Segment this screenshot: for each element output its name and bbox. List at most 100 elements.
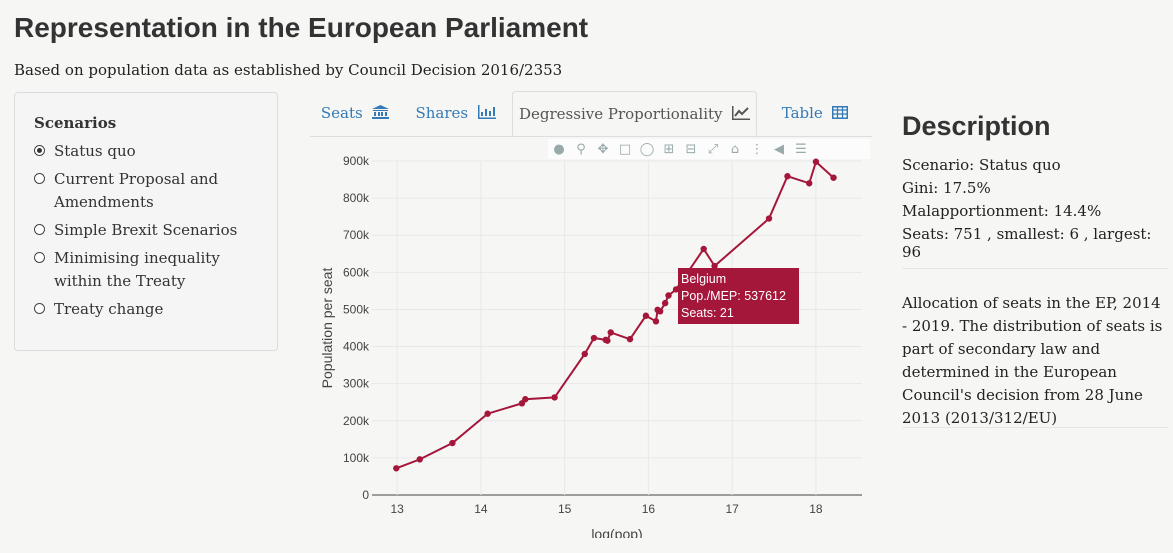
x-tick-label: 17 bbox=[725, 502, 739, 516]
zoom-icon[interactable]: ⚲ bbox=[576, 141, 586, 157]
camera-icon[interactable]: ● bbox=[553, 141, 565, 157]
data-point bbox=[626, 335, 634, 343]
data-point bbox=[642, 312, 650, 319]
data-point bbox=[607, 329, 614, 336]
data-point bbox=[590, 334, 598, 342]
reset-axes-icon[interactable]: ⌂ bbox=[730, 141, 740, 157]
y-tick-label: 300k bbox=[343, 377, 370, 391]
malapportionment-text: Malapportionment: 14.4% bbox=[902, 202, 1102, 220]
y-tick-label: 500k bbox=[343, 302, 370, 316]
y-tick-label: 700k bbox=[343, 228, 370, 242]
tab-label: Shares bbox=[415, 104, 469, 122]
data-point bbox=[652, 318, 660, 325]
radio-button[interactable] bbox=[34, 252, 45, 263]
data-point bbox=[806, 180, 813, 187]
data-point bbox=[812, 158, 820, 165]
radio-label: Status quo bbox=[54, 142, 136, 160]
data-point bbox=[449, 439, 456, 447]
scenario-heading: Scenarios bbox=[34, 114, 117, 132]
tooltip-population-per-mep: Pop./MEP: 537612 bbox=[681, 289, 786, 303]
tab-degressive-proportionality[interactable]: Degressive Proportionality bbox=[512, 91, 757, 136]
gini-text: Gini: 17.5% bbox=[902, 179, 991, 197]
scenario-panel: Scenarios Status quo Current Proposal an… bbox=[14, 92, 278, 351]
hover-closest-icon[interactable]: ◀ bbox=[774, 141, 784, 157]
autoscale-icon[interactable]: ⤢ bbox=[707, 141, 719, 157]
radio-label: Current Proposal and Amendments bbox=[54, 170, 219, 211]
seats-text: Seats: 751 , smallest: 6 , largest: 96 bbox=[902, 225, 1152, 261]
hover-tooltip: Belgium Pop./MEP: 537612 Seats: 21 bbox=[678, 268, 799, 324]
y-tick-label: 800k bbox=[343, 191, 370, 205]
radio-selected-dot bbox=[37, 148, 42, 153]
degressive-proportionality-chart[interactable]: 0 100k 200k 300k 400k 500k 600k 700k 800k 900k 13 1… bbox=[310, 138, 872, 538]
divider bbox=[902, 268, 1168, 269]
page-subtitle: Based on population data as established … bbox=[14, 61, 563, 79]
data-point bbox=[656, 308, 664, 315]
box-select-icon[interactable]: □ bbox=[618, 141, 632, 157]
x-tick-label: 13 bbox=[390, 502, 404, 516]
radio-label: Treaty change bbox=[54, 300, 164, 318]
tab-label: Seats bbox=[320, 104, 363, 122]
y-tick-label: 600k bbox=[343, 265, 370, 279]
table-icon bbox=[828, 106, 849, 122]
radio-status-quo[interactable]: Status quo bbox=[34, 140, 272, 163]
y-axis-title: Population per seat bbox=[319, 268, 335, 389]
data-point bbox=[700, 245, 707, 253]
spike-lines-icon[interactable]: ⋮ bbox=[750, 141, 764, 157]
data-point bbox=[665, 292, 672, 299]
data-point bbox=[830, 174, 837, 181]
radio-label: Minimising inequality within the Treaty bbox=[54, 249, 220, 290]
pan-icon[interactable]: ✥ bbox=[597, 141, 609, 157]
tab-table[interactable]: Table bbox=[765, 91, 865, 135]
y-tick-label: 0 bbox=[362, 488, 369, 502]
hover-compare-icon[interactable]: ☰ bbox=[795, 141, 807, 157]
data-point bbox=[672, 286, 680, 293]
description-paragraph: Allocation of seats in the EP, 2014 - 20… bbox=[902, 294, 1163, 427]
description-title: Description bbox=[902, 111, 1051, 141]
radio-minimising-inequality[interactable]: Minimising inequality within the Treaty bbox=[34, 247, 272, 293]
data-point bbox=[551, 394, 558, 401]
lasso-select-icon[interactable]: ◯ bbox=[639, 141, 655, 157]
divider bbox=[902, 427, 1168, 428]
zoom-in-icon[interactable]: ⊞ bbox=[663, 141, 675, 157]
bar-chart-icon bbox=[473, 105, 496, 122]
y-tick-label: 100k bbox=[343, 451, 370, 465]
tab-bar: Seats Shares Degressive Proportionality … bbox=[310, 91, 872, 137]
line-chart-icon bbox=[728, 106, 750, 123]
radio-button[interactable] bbox=[34, 145, 45, 156]
data-point bbox=[711, 262, 718, 270]
x-tick-label: 15 bbox=[558, 502, 572, 516]
data-point bbox=[765, 215, 773, 222]
radio-button[interactable] bbox=[34, 173, 45, 184]
tab-label: Table bbox=[781, 104, 823, 122]
zoom-out-icon[interactable]: ⊟ bbox=[685, 141, 697, 157]
radio-brexit-scenarios[interactable]: Simple Brexit Scenarios bbox=[34, 219, 272, 242]
tooltip-seats: Seats: 21 bbox=[681, 306, 734, 320]
data-point bbox=[661, 299, 669, 307]
data-point bbox=[484, 410, 491, 417]
tooltip-country: Belgium bbox=[681, 272, 727, 286]
y-tick-label: 200k bbox=[343, 414, 370, 428]
x-tick-label: 18 bbox=[809, 502, 823, 516]
data-point bbox=[784, 173, 791, 180]
data-point bbox=[581, 350, 588, 358]
tab-seats[interactable]: Seats bbox=[310, 91, 400, 135]
data-point bbox=[416, 456, 423, 463]
radio-button[interactable] bbox=[34, 303, 45, 314]
y-tick-label: 900k bbox=[343, 154, 370, 168]
bank-icon bbox=[368, 105, 390, 122]
y-tick-label: 400k bbox=[343, 340, 370, 354]
tab-label: Degressive Proportionality bbox=[519, 105, 723, 123]
plot-modebar: ● ⚲ ✥ □ ◯ ⊞ ⊟ ⤢ ⌂ ⋮ ◀ ☰ bbox=[548, 139, 870, 159]
radio-label: Simple Brexit Scenarios bbox=[54, 221, 238, 239]
data-point bbox=[604, 337, 611, 344]
page-title: Representation in the European Parliamen… bbox=[14, 12, 589, 43]
tab-shares[interactable]: Shares bbox=[408, 91, 503, 135]
data-point bbox=[393, 465, 400, 472]
radio-button[interactable] bbox=[34, 224, 45, 235]
x-axis-title: log(pop) bbox=[591, 526, 642, 538]
radio-current-proposal[interactable]: Current Proposal and Amendments bbox=[34, 168, 224, 214]
x-tick-label: 16 bbox=[642, 502, 656, 516]
scenario-text: Scenario: Status quo bbox=[902, 156, 1061, 174]
data-point bbox=[522, 396, 529, 403]
radio-treaty-change[interactable]: Treaty change bbox=[34, 298, 272, 321]
